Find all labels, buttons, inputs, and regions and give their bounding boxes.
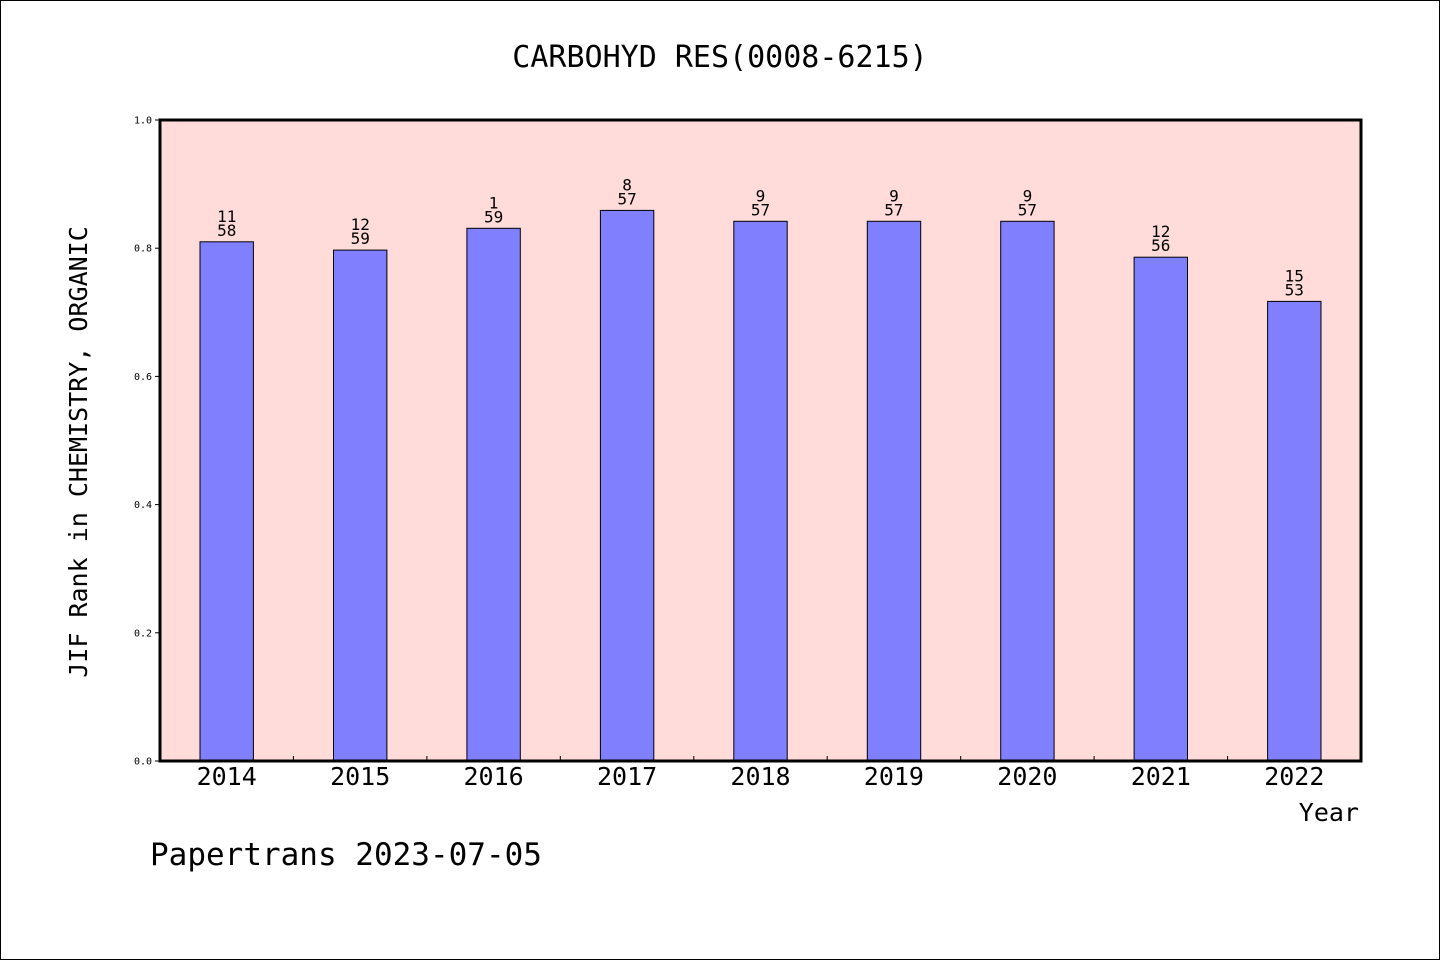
data-label-rank-2022: 15 bbox=[1285, 266, 1304, 285]
bar-2017 bbox=[599, 209, 655, 762]
y-tick-label-0.8: 0.8 bbox=[134, 244, 152, 255]
x-axis-ticks: 2014 2015 2016 2017 2018 2019 2020 2021 2022 bbox=[197, 756, 1324, 791]
y-axis-ticks: 0.0 0.2 0.4 0.6 0.8 1.0 bbox=[134, 116, 160, 768]
footer-date-stamp: Papertrans 2023-07-05 bbox=[150, 837, 542, 873]
data-label-total-2021: 56 bbox=[1151, 236, 1170, 255]
x-tick-label-2020: 2020 bbox=[997, 762, 1057, 791]
x-tick-label-2015: 2015 bbox=[330, 762, 390, 791]
y-tick-label-0.2: 0.2 bbox=[134, 628, 152, 639]
x-tick-label-2022: 2022 bbox=[1264, 762, 1324, 791]
data-label-rank-2017: 8 bbox=[622, 175, 632, 194]
chart-title: CARBOHYD RES(0008-6215) bbox=[512, 40, 927, 75]
x-tick-label-2019: 2019 bbox=[864, 762, 924, 791]
bars-layer bbox=[199, 209, 1322, 762]
bar-2022 bbox=[1267, 300, 1322, 762]
y-tick-label-0.6: 0.6 bbox=[134, 372, 152, 383]
bar-2020 bbox=[1000, 220, 1055, 762]
x-tick-label-2014: 2014 bbox=[197, 762, 257, 791]
data-label-total-2017: 57 bbox=[617, 189, 636, 208]
y-axis-label: JIF Rank in CHEMISTRY, ORGANIC bbox=[64, 226, 93, 678]
bar-2014 bbox=[199, 241, 254, 762]
data-label-rank-2021: 12 bbox=[1151, 222, 1170, 241]
y-tick-label-0.0: 0.0 bbox=[134, 757, 152, 768]
x-tick-label-2017: 2017 bbox=[597, 762, 657, 791]
plot-border bbox=[158, 118, 1363, 763]
x-tick-label-2016: 2016 bbox=[463, 762, 523, 791]
y-tick-label-0.4: 0.4 bbox=[134, 500, 152, 511]
bar-2019 bbox=[866, 220, 922, 762]
x-axis-label: Year bbox=[1299, 798, 1359, 827]
x-tick-label-2018: 2018 bbox=[730, 762, 790, 791]
bar-2021 bbox=[1133, 256, 1188, 762]
data-label-total-2022: 53 bbox=[1285, 280, 1304, 299]
data-label-rank-2019: 9 bbox=[889, 186, 899, 205]
data-label-total-2020: 57 bbox=[1018, 200, 1037, 219]
data-label-total-2018: 57 bbox=[751, 200, 770, 219]
bar-2018 bbox=[733, 220, 788, 762]
data-label-rank-2015: 12 bbox=[351, 215, 370, 234]
bar-2016 bbox=[466, 227, 521, 762]
bar-2015 bbox=[333, 249, 388, 762]
x-tick-label-2021: 2021 bbox=[1131, 762, 1191, 791]
data-label-rank-2020: 9 bbox=[1023, 186, 1033, 205]
data-label-rank-2018: 9 bbox=[756, 186, 766, 205]
data-label-total-2015: 59 bbox=[351, 229, 370, 248]
y-tick-label-1.0: 1.0 bbox=[134, 116, 152, 127]
data-label-total-2019: 57 bbox=[884, 200, 903, 219]
data-label-total-2014: 58 bbox=[217, 221, 236, 240]
data-label-total-2016: 59 bbox=[484, 207, 503, 226]
data-label-rank-2014: 11 bbox=[217, 207, 236, 226]
data-label-rank-2016: 1 bbox=[489, 193, 499, 212]
